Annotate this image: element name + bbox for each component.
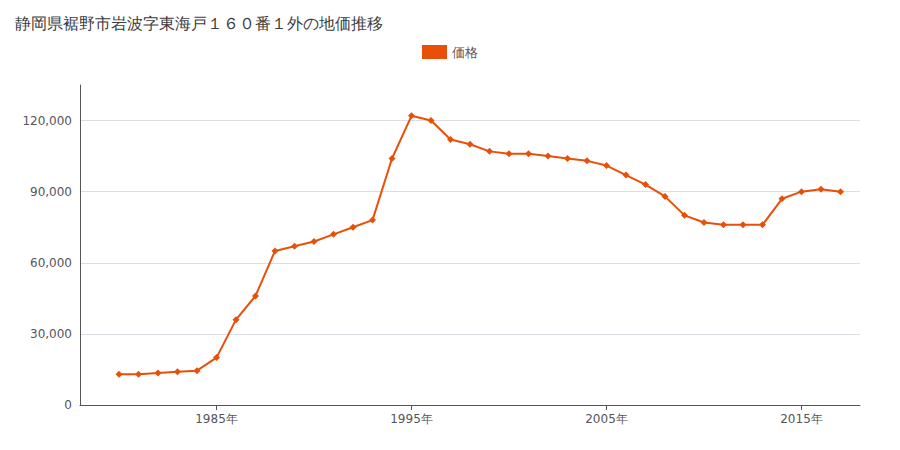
svg-text:価格: 価格 [452,45,478,60]
svg-text:2015年: 2015年 [780,412,823,426]
svg-text:90,000: 90,000 [30,185,72,199]
svg-text:120,000: 120,000 [22,114,72,128]
svg-text:60,000: 60,000 [30,256,72,270]
svg-text:2005年: 2005年 [585,412,628,426]
svg-text:1985年: 1985年 [195,412,238,426]
svg-text:静岡県裾野市岩波字東海戸１６０番１外の地価推移: 静岡県裾野市岩波字東海戸１６０番１外の地価推移 [15,14,383,33]
svg-text:0: 0 [64,398,72,412]
svg-text:1995年: 1995年 [390,412,433,426]
svg-text:30,000: 30,000 [30,327,72,341]
